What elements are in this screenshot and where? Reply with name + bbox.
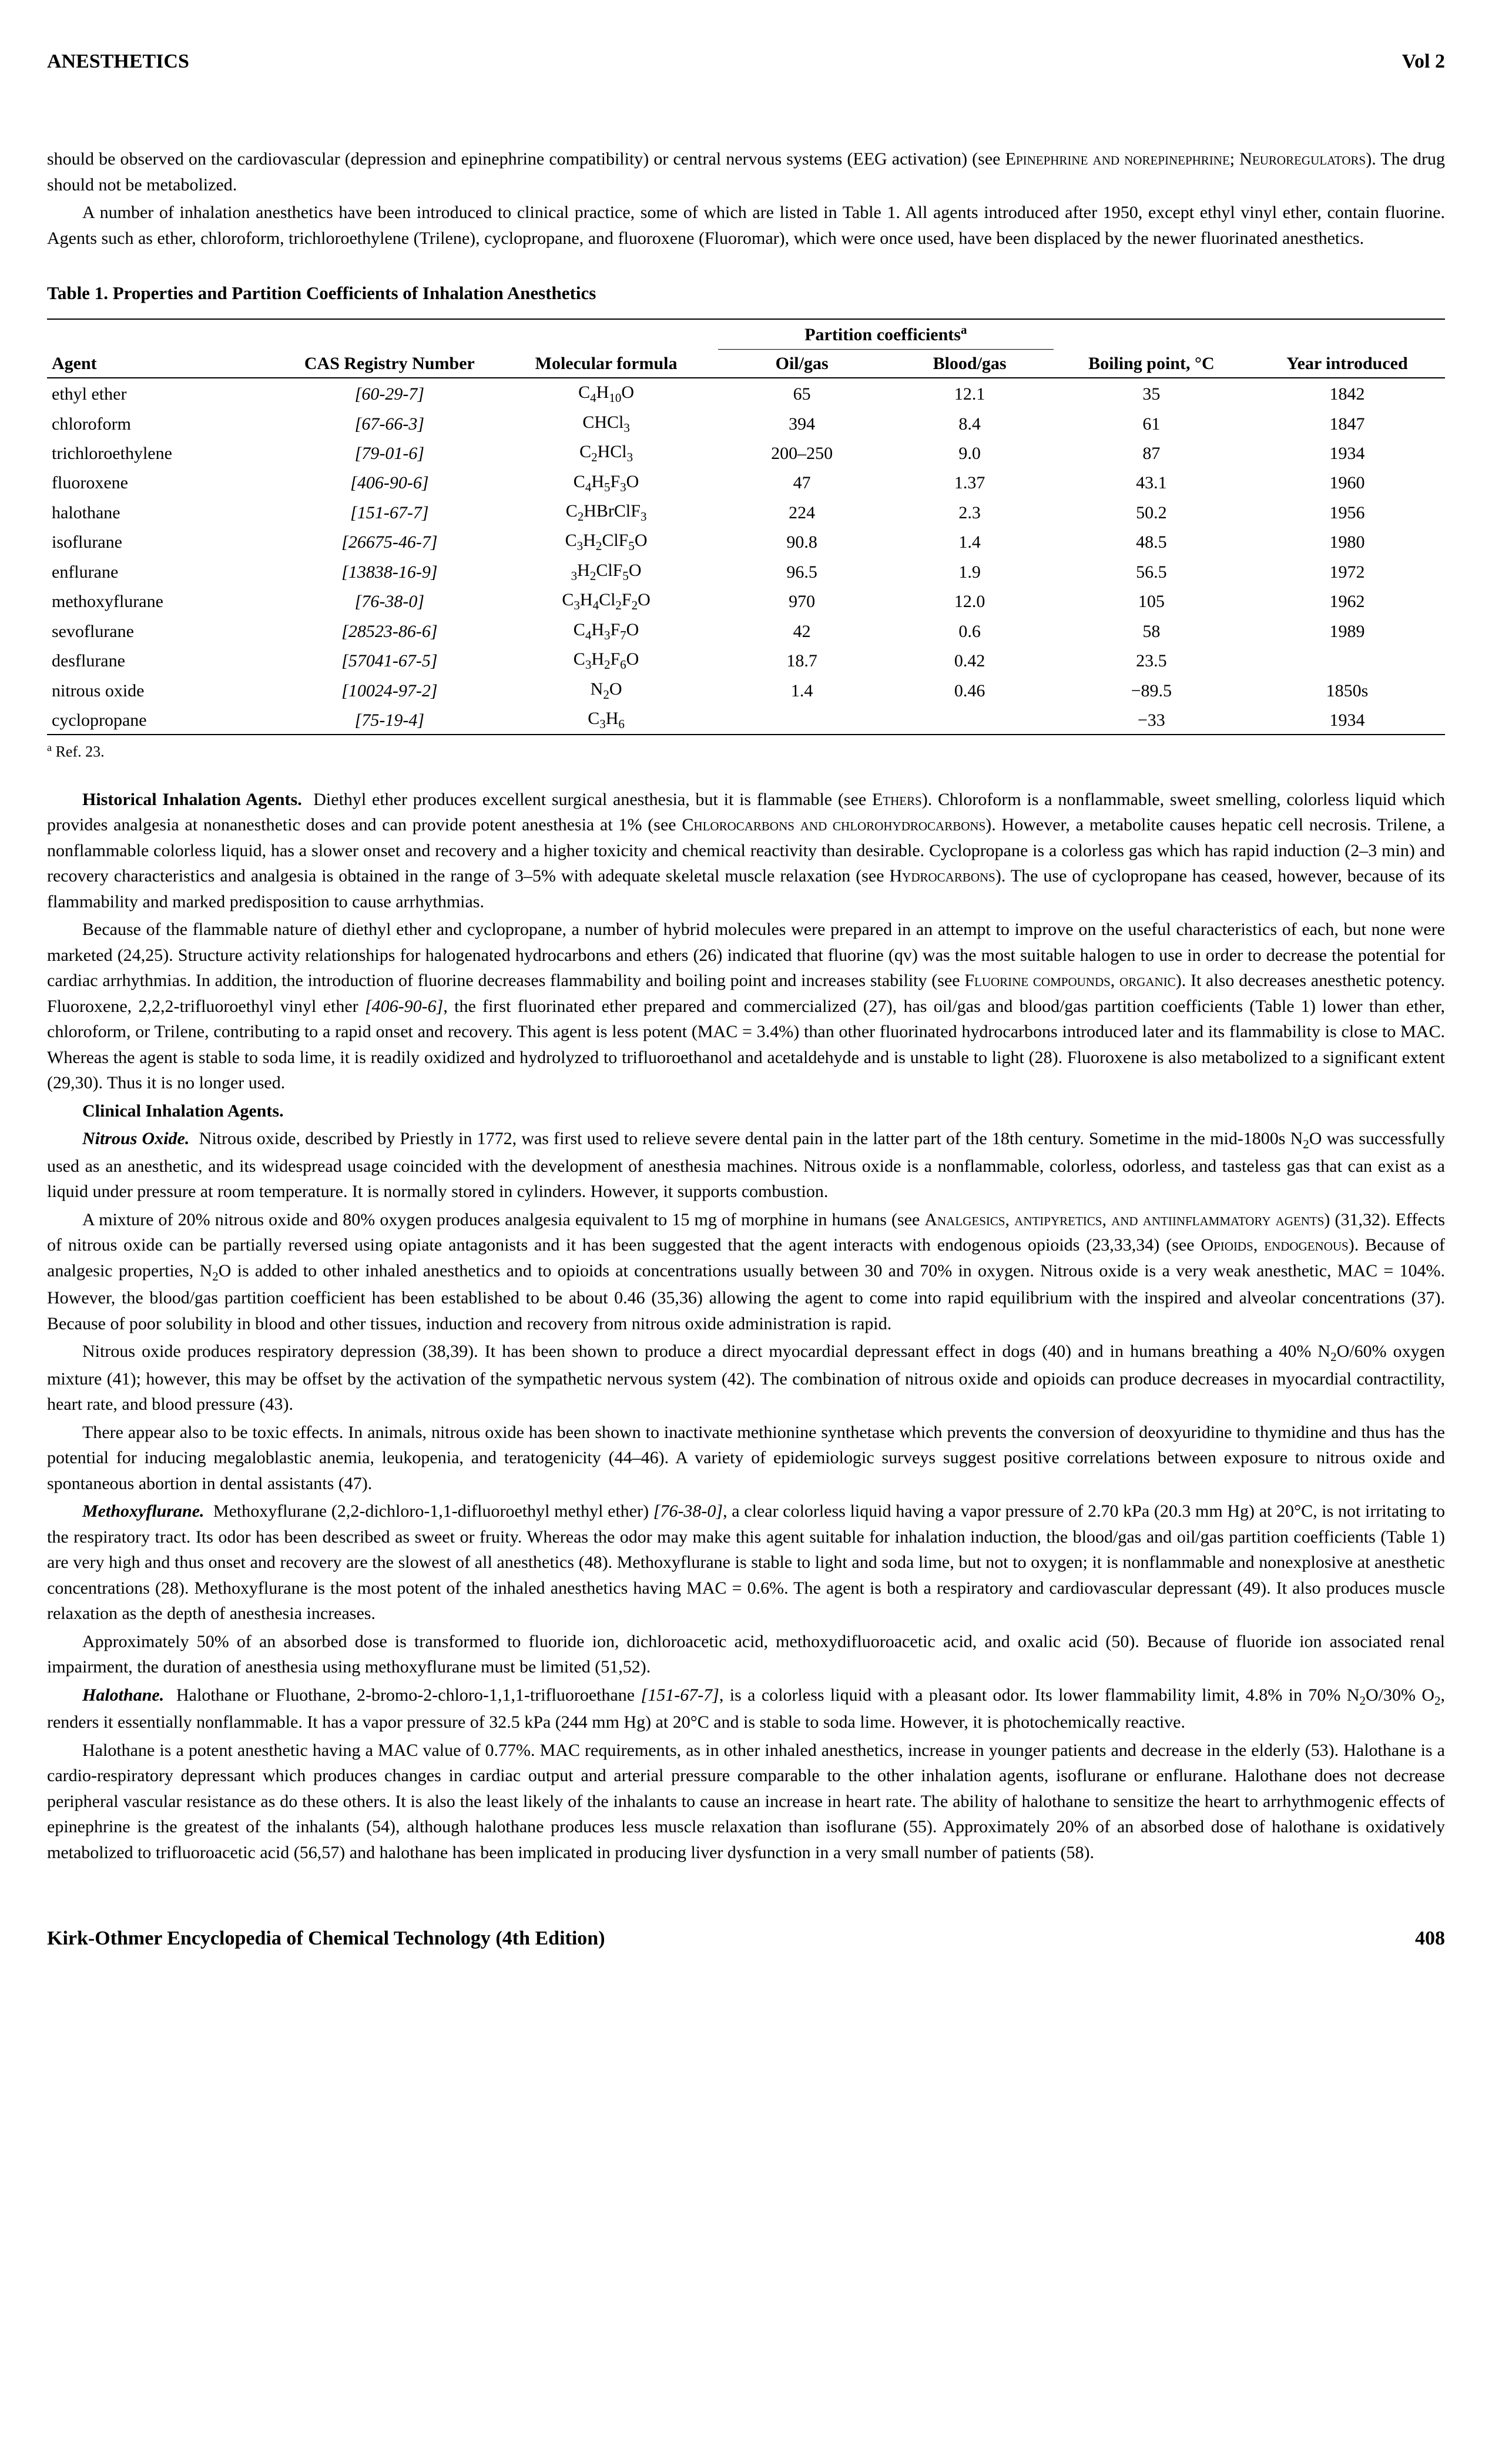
body-paragraph: Nitrous Oxide. Nitrous oxide, described … (47, 1126, 1445, 1204)
table-row: trichloroethylene[79-01-6]C2HCl3200–2509… (47, 438, 1445, 467)
table-row: cyclopropane[75-19-4]C3H6−331934 (47, 705, 1445, 735)
table-row: isoflurane[26675-46-7]C3H2ClF5O90.81.448… (47, 527, 1445, 556)
body-paragraph: Halothane is a potent anesthetic having … (47, 1738, 1445, 1866)
th-bp: Boiling point, °C (1054, 319, 1249, 378)
body-paragraph: A mixture of 20% nitrous oxide and 80% o… (47, 1207, 1445, 1336)
section-heading: Clinical Inhalation Agents. (47, 1098, 1445, 1124)
body-paragraph: Historical Inhalation Agents. Diethyl et… (47, 787, 1445, 915)
table-footnote: a Ref. 23. (47, 740, 1445, 763)
th-cas: CAS Registry Number (284, 319, 494, 378)
header-volume: Vol 2 (1402, 47, 1445, 76)
table-row: desflurane[57041-67-5]C3H2F6O18.70.4223.… (47, 645, 1445, 675)
page-footer: Kirk-Othmer Encyclopedia of Chemical Tec… (47, 1924, 1445, 1953)
intro-p2: A number of inhalation anesthetics have … (47, 200, 1445, 251)
body-paragraph: Because of the flammable nature of dieth… (47, 917, 1445, 1096)
body-paragraph: There appear also to be toxic effects. I… (47, 1420, 1445, 1497)
body-paragraph: Approximately 50% of an absorbed dose is… (47, 1629, 1445, 1680)
table-row: chloroform[67-66-3]CHCl33948.4611847 (47, 408, 1445, 438)
page-header: ANESTHETICS Vol 2 (47, 47, 1445, 76)
th-partition-group: Partition coefficientsa (718, 319, 1054, 349)
th-year: Year introduced (1249, 319, 1445, 378)
body-paragraph: Methoxyflurane. Methoxyflurane (2,2-dich… (47, 1498, 1445, 1627)
table-row: sevoflurane[28523-86-6]C4H3F7O420.658198… (47, 616, 1445, 645)
footer-source: Kirk-Othmer Encyclopedia of Chemical Tec… (47, 1924, 605, 1953)
table-caption: Table 1. Properties and Partition Coeffi… (47, 280, 1445, 307)
header-section: ANESTHETICS (47, 47, 189, 76)
intro-p1: should be observed on the cardiovascular… (47, 146, 1445, 197)
th-bloodgas: Blood/gas (886, 349, 1053, 378)
table-row: ethyl ether[60-29-7]C4H10O6512.1351842 (47, 378, 1445, 408)
table-row: methoxyflurane[76-38-0]C3H4Cl2F2O97012.0… (47, 586, 1445, 615)
th-oilgas: Oil/gas (718, 349, 886, 378)
body-paragraph: Halothane. Halothane or Fluothane, 2-bro… (47, 1682, 1445, 1735)
body-paragraph: Nitrous oxide produces respiratory depre… (47, 1339, 1445, 1417)
footer-page: 408 (1415, 1924, 1445, 1953)
anesthetics-table: Agent CAS Registry Number Molecular form… (47, 319, 1445, 735)
th-formula: Molecular formula (494, 319, 718, 378)
table-row: fluoroxene[406-90-6]C4H5F3O471.3743.1196… (47, 468, 1445, 497)
main-sections: Historical Inhalation Agents. Diethyl et… (47, 787, 1445, 1865)
table-row: nitrous oxide[10024-97-2]N2O1.40.46−89.5… (47, 675, 1445, 705)
table-row: halothane[151-67-7]C2HBrClF32242.350.219… (47, 497, 1445, 527)
table-row: enflurane[13838-16-9]3H2ClF5O96.51.956.5… (47, 557, 1445, 586)
intro-paragraphs: should be observed on the cardiovascular… (47, 146, 1445, 251)
th-agent: Agent (47, 319, 284, 378)
